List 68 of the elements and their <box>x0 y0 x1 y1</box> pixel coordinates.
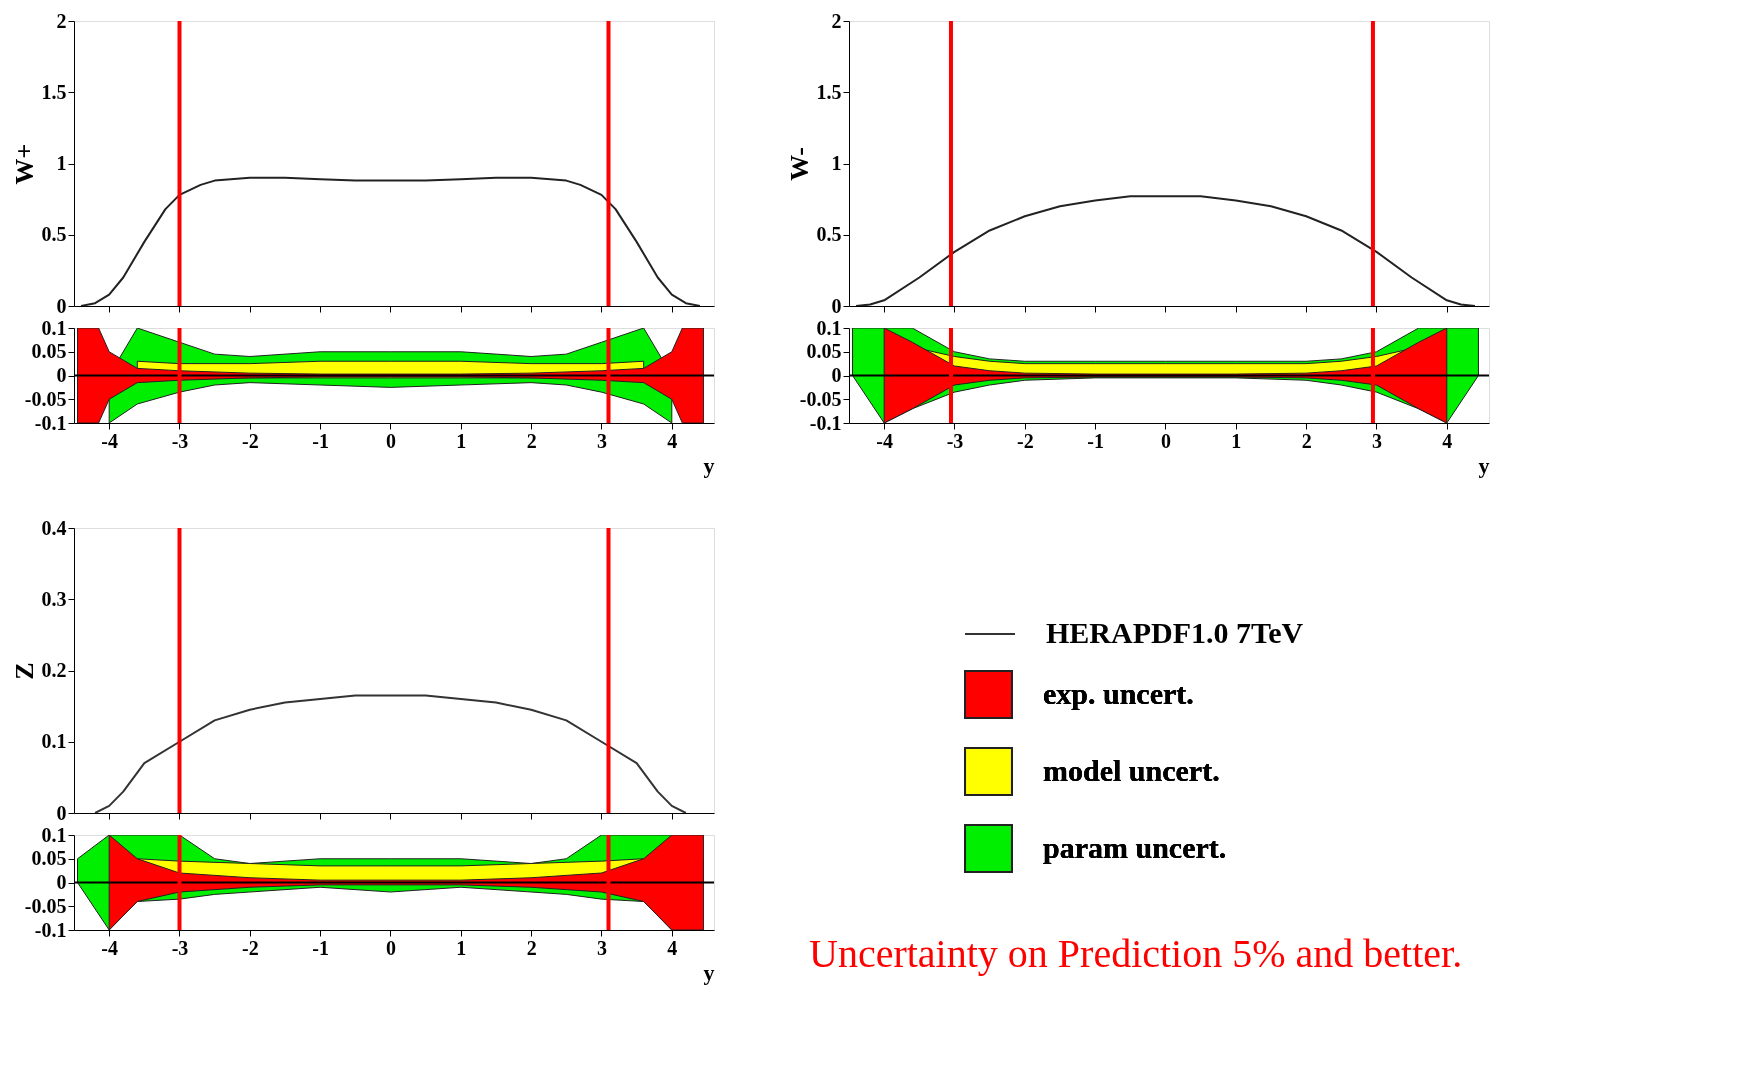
y-tick-label: -0.05 <box>799 387 842 410</box>
x-axis-title: y <box>703 959 715 985</box>
x-tick-label: -1 <box>312 429 329 452</box>
x-tick-label: 2 <box>1301 429 1312 452</box>
y-axis-title: W- <box>784 147 814 181</box>
x-tick-label: -1 <box>1087 429 1104 452</box>
y-tick-label: 0 <box>56 801 67 824</box>
x-tick-label: -1 <box>312 936 329 959</box>
y-tick-label: -0.1 <box>34 918 67 941</box>
y-tick-label: 1.5 <box>816 80 842 103</box>
y-tick-label: 1 <box>56 152 67 174</box>
y-tick-label: 0 <box>831 294 842 317</box>
x-tick-label: 3 <box>596 429 607 452</box>
y-tick-label: 0 <box>831 364 842 386</box>
y-tick-label: -0.1 <box>809 411 842 434</box>
y-tick-label: 0 <box>56 871 67 893</box>
y-tick-label: -0.05 <box>24 387 67 410</box>
y-tick-label: 0.05 <box>806 340 842 363</box>
legend-label: exp. uncert. <box>1043 676 1194 710</box>
x-tick-label: 1 <box>456 429 467 452</box>
y-tick-label: 0.2 <box>41 659 67 681</box>
legend-label: param uncert. <box>1043 830 1227 864</box>
x-tick-label: 1 <box>1231 429 1242 452</box>
y-tick-label: 0 <box>56 364 67 386</box>
x-tick-label: -4 <box>101 936 118 959</box>
text: Uncertainty on Prediction 5% and better. <box>809 931 1463 976</box>
x-tick-label: 3 <box>596 936 607 959</box>
y-axis-title: W+ <box>9 143 39 185</box>
y-tick-label: -0.05 <box>24 894 67 917</box>
y-tick-label: 1 <box>831 152 842 174</box>
y-tick-label: -0.1 <box>34 411 67 434</box>
x-tick-label: 0 <box>385 429 396 452</box>
x-tick-label: -3 <box>171 936 189 959</box>
x-tick-label: -2 <box>241 429 259 452</box>
y-tick-label: 0.05 <box>31 340 67 363</box>
x-tick-label: 1 <box>456 936 467 959</box>
y-tick-label: 0.1 <box>816 316 842 339</box>
x-axis-title: y <box>1478 452 1490 478</box>
x-tick-label: 3 <box>1371 429 1382 452</box>
y-tick-label: 0.05 <box>31 847 67 870</box>
y-tick-label: 1.5 <box>41 80 67 103</box>
y-tick-label: 0 <box>56 294 67 317</box>
y-tick-label: 0.1 <box>41 730 67 753</box>
y-tick-label: 0.1 <box>41 316 67 339</box>
x-tick-label: -4 <box>876 429 893 452</box>
x-tick-label: 0 <box>1160 429 1171 452</box>
y-tick-label: 0.5 <box>816 223 842 246</box>
x-tick-label: -4 <box>101 429 118 452</box>
x-axis-title: y <box>703 452 715 478</box>
x-tick-label: 2 <box>526 429 537 452</box>
y-tick-label: 0.4 <box>41 516 67 539</box>
x-tick-label: 0 <box>385 936 396 959</box>
x-tick-label: -3 <box>171 429 189 452</box>
y-tick-label: 2 <box>831 9 842 32</box>
y-tick-label: 0.5 <box>41 223 67 246</box>
legend-label: model uncert. <box>1043 753 1220 787</box>
x-tick-label: -3 <box>946 429 964 452</box>
x-tick-label: 4 <box>667 936 678 959</box>
y-tick-label: 2 <box>56 9 67 32</box>
y-tick-label: 0.1 <box>41 823 67 846</box>
x-tick-label: -2 <box>1016 429 1034 452</box>
x-tick-label: 4 <box>1442 429 1453 452</box>
legend-label: HERAPDF1.0 7TeV <box>1046 616 1304 649</box>
x-tick-label: 2 <box>526 936 537 959</box>
y-axis-title: Z <box>9 662 39 680</box>
x-tick-label: 4 <box>667 429 678 452</box>
x-tick-label: -2 <box>241 936 259 959</box>
y-tick-label: 0.3 <box>41 587 67 610</box>
